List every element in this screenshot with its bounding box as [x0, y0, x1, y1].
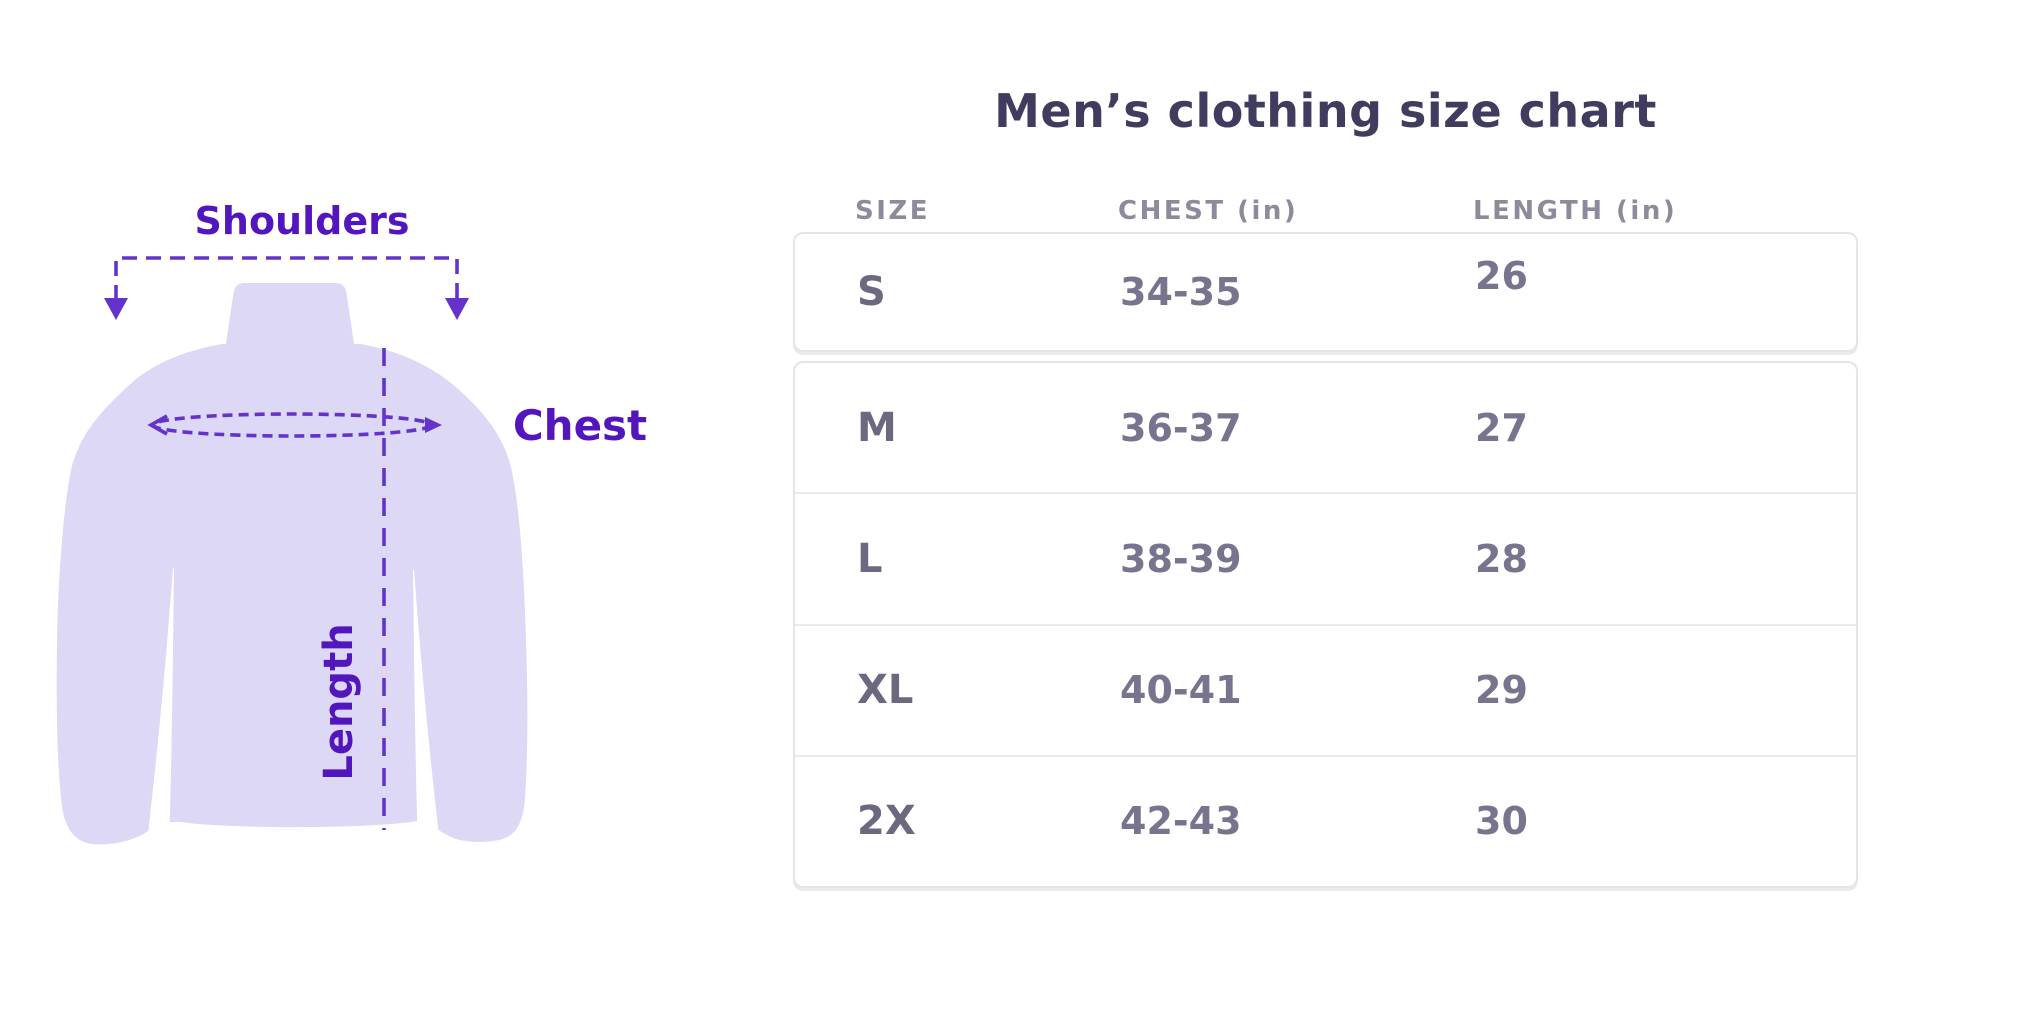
- shoulders-arrow-right-icon: [445, 298, 469, 320]
- col-header-chest: CHEST (in): [1118, 196, 1299, 226]
- size-cell: 2X: [857, 798, 916, 845]
- size-rows-card: M 36-37 27 L 38-39 28 XL 40-41 29 2X 42-…: [793, 361, 1858, 888]
- length-cell: 26: [1475, 254, 1528, 298]
- table-row: S 34-35 26: [795, 234, 1856, 350]
- length-measure: Length: [316, 348, 386, 830]
- size-cell: L: [857, 535, 883, 582]
- length-cell: 29: [1475, 668, 1528, 713]
- table-row: M 36-37 27: [795, 363, 1856, 492]
- length-cell: 27: [1475, 405, 1528, 450]
- shirt-illustration: [56, 283, 528, 852]
- col-header-size: SIZE: [855, 196, 931, 226]
- chest-cell: 34-35: [1120, 270, 1242, 314]
- size-row-card-s: S 34-35 26: [793, 232, 1858, 352]
- chest-arrow-right-icon: [425, 417, 442, 433]
- chest-arrow-left-icon: [147, 414, 168, 436]
- chest-cell: 38-39: [1120, 536, 1242, 581]
- table-row: XL 40-41 29: [795, 623, 1856, 755]
- size-table-panel: Men’s clothing size chart SIZE CHEST (in…: [793, 0, 1858, 1020]
- chest-cell: 40-41: [1120, 668, 1242, 713]
- size-cell: XL: [857, 667, 914, 714]
- shoulders-measure: Shoulders: [104, 199, 469, 320]
- chest-cell: 42-43: [1120, 799, 1242, 844]
- shoulders-label: Shoulders: [195, 199, 410, 243]
- left-sleeve-gap: [146, 568, 174, 850]
- shirt-body: [56, 344, 528, 845]
- table-header-row: SIZE CHEST (in) LENGTH (in): [793, 196, 1858, 226]
- right-sleeve-gap: [413, 570, 441, 852]
- shirt-collar: [226, 283, 354, 344]
- shoulders-arrow-left-icon: [104, 298, 128, 320]
- table-row: L 38-39 28: [795, 492, 1856, 623]
- length-cell: 28: [1475, 536, 1528, 581]
- chest-label: Chest: [513, 401, 647, 450]
- length-cell: 30: [1475, 799, 1528, 844]
- length-label: Length: [316, 623, 362, 780]
- table-row: 2X 42-43 30: [795, 754, 1856, 886]
- chest-measure: Chest: [147, 401, 647, 450]
- page-title: Men’s clothing size chart: [994, 84, 1657, 138]
- chest-cell: 36-37: [1120, 405, 1242, 450]
- size-cell: S: [857, 269, 886, 315]
- col-header-length: LENGTH (in): [1473, 196, 1678, 226]
- size-cell: M: [857, 404, 897, 451]
- shirt-measurement-diagram: Shoulders Chest Length: [56, 199, 647, 852]
